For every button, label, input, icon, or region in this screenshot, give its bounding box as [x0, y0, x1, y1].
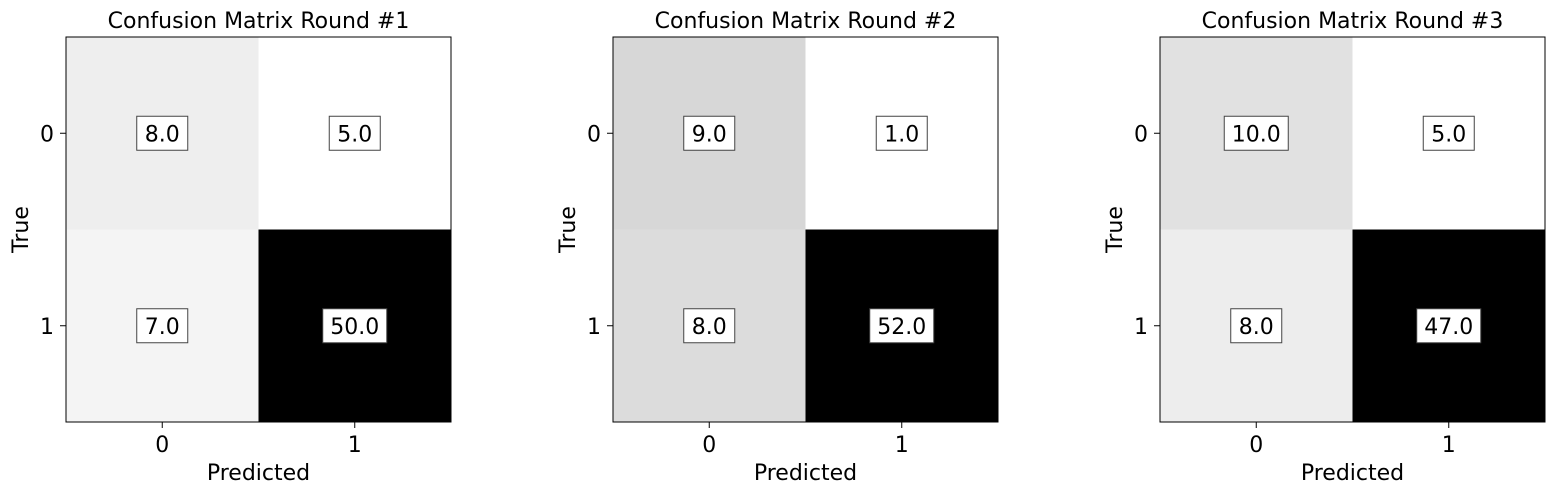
- value-label: 9.0: [692, 122, 727, 147]
- y-tick-label: 1: [587, 315, 601, 340]
- value-label-box: [683, 115, 736, 151]
- plot-frame: [1159, 36, 1546, 423]
- value-label-box: [322, 308, 388, 344]
- chart-title: Confusion Matrix Round #3: [1202, 9, 1504, 34]
- y-tick-label: 1: [40, 315, 54, 340]
- value-label: 5.0: [1431, 122, 1466, 147]
- y-axis-label: True: [1103, 206, 1128, 254]
- value-label-box: [875, 115, 928, 151]
- value-label-box: [869, 308, 935, 344]
- y-tick-label: 0: [1134, 122, 1148, 147]
- y-axis-label: True: [9, 206, 34, 254]
- value-label-box: [328, 115, 381, 151]
- value-label: 8.0: [692, 315, 727, 340]
- value-label: 47.0: [1424, 315, 1473, 340]
- value-label: 50.0: [330, 315, 379, 340]
- x-tick-label: 0: [155, 433, 169, 458]
- x-tick-label: 0: [702, 433, 716, 458]
- confusion-matrix-panel-3: 10.0 5.0 8.0 47.0 0 1 0 1 Confusion Matrix Round…: [1103, 9, 1546, 486]
- x-tick-label: 0: [1249, 433, 1263, 458]
- x-tick-label: 1: [1442, 433, 1456, 458]
- x-axis-label: Predicted: [754, 461, 857, 486]
- value-label-box: [1230, 308, 1283, 344]
- value-label: 8.0: [1239, 315, 1274, 340]
- value-label: 1.0: [884, 122, 919, 147]
- chart-title: Confusion Matrix Round #1: [108, 9, 410, 34]
- value-label: 7.0: [145, 315, 180, 340]
- plot-frame: [612, 36, 999, 423]
- x-axis-label: Predicted: [207, 461, 310, 486]
- chart-title: Confusion Matrix Round #2: [655, 9, 957, 34]
- value-label: 5.0: [337, 122, 372, 147]
- plot-frame: [65, 36, 452, 423]
- value-label: 52.0: [877, 315, 926, 340]
- value-label-box: [1416, 308, 1482, 344]
- y-axis-label: True: [556, 206, 581, 254]
- x-tick-label: 1: [348, 433, 362, 458]
- confusion-matrix-panel-2: 9.0 1.0 8.0 52.0 0 1 0 1 Confusion Matrix Round …: [556, 9, 999, 486]
- y-tick-label: 0: [587, 122, 601, 147]
- value-label-box: [683, 308, 736, 344]
- y-tick-label: 1: [1134, 315, 1148, 340]
- value-label-box: [1422, 115, 1475, 151]
- value-label-box: [136, 115, 189, 151]
- value-label: 10.0: [1232, 122, 1281, 147]
- value-label: 8.0: [145, 122, 180, 147]
- x-axis-label: Predicted: [1301, 461, 1404, 486]
- confusion-matrix-panel-1: 8.0 5.0 7.0 50.0 0 1 0 1 Confusion Matrix Round …: [9, 9, 452, 486]
- y-tick-label: 0: [40, 122, 54, 147]
- value-label-box: [136, 308, 189, 344]
- x-tick-label: 1: [895, 433, 909, 458]
- value-label-box: [1223, 115, 1289, 151]
